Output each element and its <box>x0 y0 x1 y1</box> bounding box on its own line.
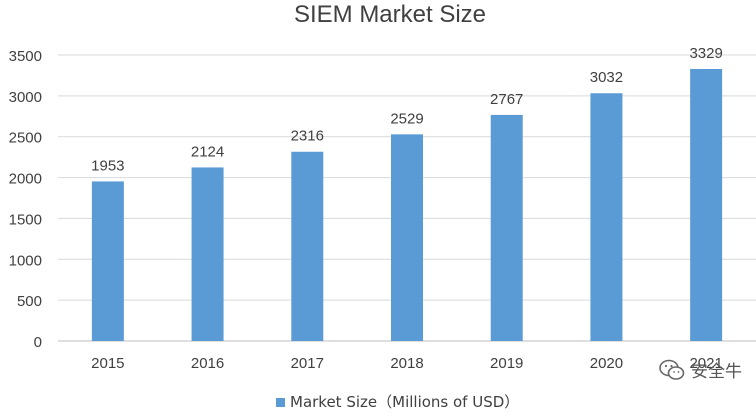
wechat-icon <box>659 359 685 380</box>
bar <box>391 134 423 341</box>
data-labels: 1953 2124 2316 2529 2767 3032 3329 <box>91 45 723 174</box>
y-tick-label: 1000 <box>9 252 42 269</box>
bar <box>690 68 723 341</box>
y-tick-label: 2500 <box>9 130 42 147</box>
bar <box>291 151 324 341</box>
x-tick-label: 2018 <box>390 355 423 372</box>
x-tick-label: 2016 <box>191 355 224 372</box>
y-tick-label: 0 <box>34 334 42 351</box>
y-tick-label: 3000 <box>9 89 42 106</box>
chart-title: SIEM Market Size <box>294 1 486 28</box>
x-tick-label: 2020 <box>590 355 623 372</box>
x-tick-label: 2021 <box>689 355 722 372</box>
data-label: 2316 <box>291 128 324 145</box>
bar <box>91 181 124 341</box>
y-tick-label: 3500 <box>9 48 42 65</box>
legend-label: Market Size（Millions of USD） <box>290 393 519 411</box>
data-label: 3032 <box>590 69 623 86</box>
bars <box>91 68 723 342</box>
y-tick-label: 2000 <box>9 171 42 188</box>
watermark: 安全牛 <box>659 357 742 382</box>
y-axis-tick-labels: 0 500 1000 1500 2000 2500 3000 3500 <box>9 48 42 351</box>
x-axis-tick-labels: 2015 2016 2017 2018 2019 2020 2021 <box>91 355 723 372</box>
data-label: 2529 <box>390 110 423 127</box>
x-tick-label: 2015 <box>91 355 124 372</box>
watermark-text: 安全牛 <box>691 362 742 382</box>
bar <box>490 114 523 341</box>
y-tick-label: 500 <box>17 293 42 310</box>
data-label: 3329 <box>689 45 722 62</box>
data-label: 1953 <box>91 157 124 174</box>
x-tick-label: 2017 <box>291 355 324 372</box>
data-label: 2767 <box>490 91 523 108</box>
data-label: 2124 <box>191 143 224 160</box>
legend-swatch <box>276 398 285 407</box>
bar <box>590 93 623 342</box>
bar <box>191 167 224 341</box>
x-tick-label: 2019 <box>490 355 523 372</box>
legend: Market Size（Millions of USD） <box>276 393 519 411</box>
y-tick-label: 1500 <box>9 211 42 228</box>
